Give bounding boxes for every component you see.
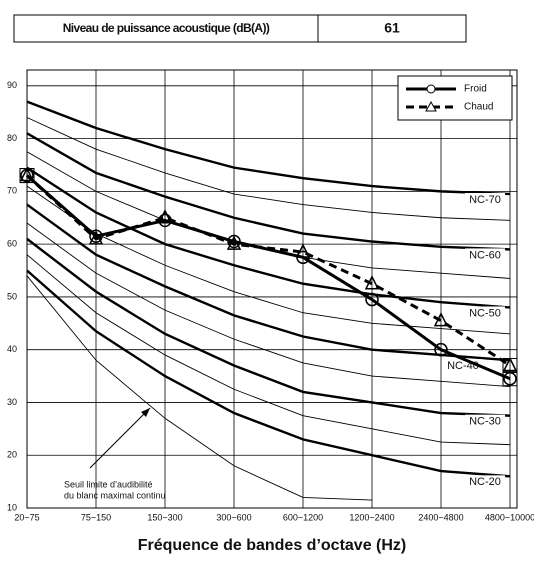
marker (157, 209, 173, 224)
table-cell: Niveau de puissance acoustique (dB(A)) (63, 21, 270, 35)
arrow-head (141, 408, 150, 417)
legend-marker (426, 84, 436, 94)
annotation: du blanc maximal continu (64, 490, 166, 500)
nc-curve (26, 254, 511, 446)
nc-curve (26, 166, 511, 309)
y-tick-label: 10 (7, 502, 17, 512)
nc-label: NC-40 (447, 360, 479, 372)
y-tick-label: 30 (7, 397, 17, 407)
y-tick-label: 50 (7, 291, 17, 301)
nc-curve (26, 222, 511, 388)
x-tick-label: 75~150 (81, 512, 111, 522)
marker (502, 356, 518, 372)
marker (364, 275, 380, 290)
label-bg (465, 414, 505, 429)
table-cell: 61 (384, 20, 400, 36)
end-box (502, 371, 518, 387)
nc-curve (26, 185, 511, 335)
y-tick-label: 20 (7, 450, 17, 460)
marker (365, 292, 379, 307)
nc-label: NC-20 (469, 476, 501, 488)
legend (397, 75, 513, 121)
legend-label: Froid (464, 84, 487, 95)
nc-label: NC-50 (469, 307, 501, 319)
label-bg (465, 193, 505, 208)
nc-curve (26, 269, 511, 478)
x-tick-label: 1200~2400 (349, 512, 394, 522)
nc-curve (26, 237, 511, 417)
x-tick-label: 150~300 (147, 512, 182, 522)
nc-curve (26, 117, 511, 221)
nc-label: NC-60 (469, 249, 501, 261)
y-tick-label: 40 (7, 344, 17, 354)
annotation-arrow (89, 407, 151, 469)
x-tick-label: 4800~10000 (485, 512, 534, 522)
series-line (25, 174, 511, 367)
x-tick-label: 2400~4800 (418, 512, 463, 522)
marker (433, 311, 449, 327)
legend-marker (425, 100, 437, 112)
nc-curve (26, 100, 511, 196)
label-bg (465, 306, 505, 321)
label-bg (465, 248, 505, 263)
marker (434, 342, 448, 357)
x-tick-label: 600~1200 (283, 512, 323, 522)
marker (88, 230, 104, 245)
nc-curve (26, 275, 373, 501)
end-box (502, 358, 518, 374)
y-tick-label: 60 (7, 239, 17, 249)
x-tick-label: 20~75 (14, 512, 39, 522)
y-tick-label: 70 (7, 186, 17, 196)
marker (295, 243, 311, 258)
nc-label: NC-70 (469, 194, 501, 206)
nc-curve (26, 203, 511, 362)
x-axis-title: Fréquence de bandes d’octave (Hz) (138, 537, 407, 554)
end-box (19, 168, 35, 184)
nc-curve (26, 132, 511, 251)
label-bg (465, 475, 505, 490)
legend-label: Chaud (464, 102, 493, 113)
table-frame (13, 14, 467, 43)
marker (226, 235, 242, 250)
series-line (26, 174, 511, 381)
nc-label: NC-30 (469, 416, 501, 428)
plot-frame (26, 69, 518, 509)
x-tick-label: 300~600 (216, 512, 251, 522)
annotation: Seuil limite d’audibilité (64, 479, 153, 489)
y-tick-label: 80 (7, 133, 17, 143)
marker (19, 166, 35, 182)
y-tick-label: 90 (7, 80, 17, 90)
